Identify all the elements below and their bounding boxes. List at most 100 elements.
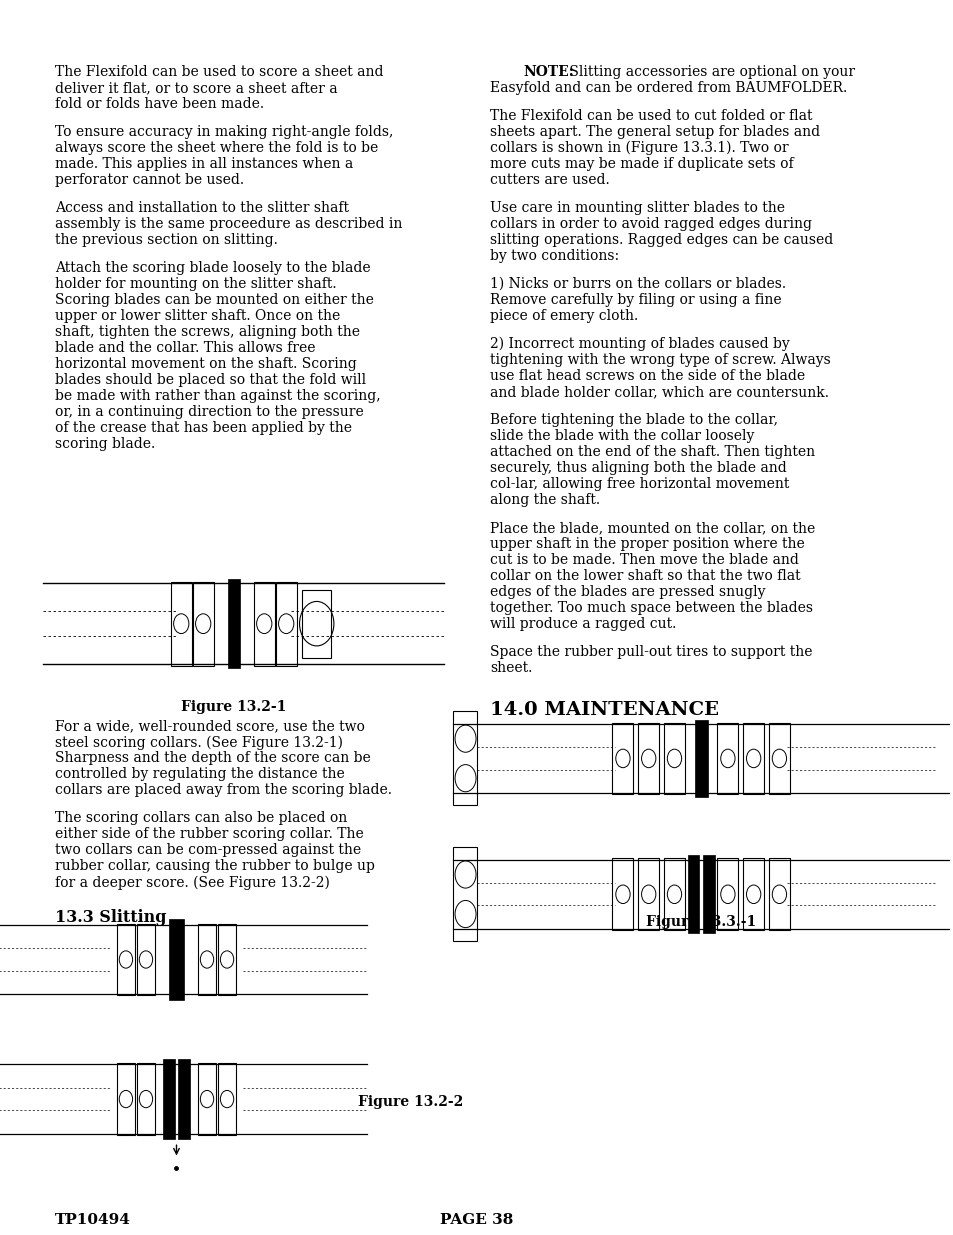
Text: NOTE:: NOTE: <box>523 65 574 79</box>
Text: horizontal movement on the shaft. Scoring: horizontal movement on the shaft. Scorin… <box>55 357 356 370</box>
Text: The Flexifold can be used to score a sheet and: The Flexifold can be used to score a she… <box>55 65 383 79</box>
Text: blade and the collar. This allows free: blade and the collar. This allows free <box>55 341 315 354</box>
FancyBboxPatch shape <box>162 1058 174 1139</box>
Text: sheet.: sheet. <box>490 661 532 676</box>
FancyBboxPatch shape <box>717 858 738 930</box>
Text: will produce a ragged cut.: will produce a ragged cut. <box>490 618 676 631</box>
Text: collar on the lower shaft so that the two flat: collar on the lower shaft so that the tw… <box>490 569 800 583</box>
FancyBboxPatch shape <box>227 579 240 668</box>
Text: 14.0 MAINTENANCE: 14.0 MAINTENANCE <box>490 701 719 719</box>
Text: upper shaft in the proper position where the: upper shaft in the proper position where… <box>490 537 804 551</box>
FancyBboxPatch shape <box>302 590 331 658</box>
Text: made. This applies in all instances when a: made. This applies in all instances when… <box>55 157 353 170</box>
Text: col-lar, allowing free horizontal movement: col-lar, allowing free horizontal moveme… <box>490 477 788 492</box>
FancyBboxPatch shape <box>275 582 296 666</box>
FancyBboxPatch shape <box>193 582 213 666</box>
FancyBboxPatch shape <box>663 722 684 794</box>
Text: and blade holder collar, which are countersunk.: and blade holder collar, which are count… <box>490 385 828 399</box>
Text: or, in a continuing direction to the pressure: or, in a continuing direction to the pre… <box>55 405 363 419</box>
Text: rubber collar, causing the rubber to bulge up: rubber collar, causing the rubber to bul… <box>55 860 375 873</box>
Text: PAGE 38: PAGE 38 <box>440 1213 513 1228</box>
Text: TP10494: TP10494 <box>55 1213 131 1228</box>
Text: Remove carefully by filing or using a fine: Remove carefully by filing or using a fi… <box>490 293 781 308</box>
Text: slitting operations. Ragged edges can be caused: slitting operations. Ragged edges can be… <box>490 233 832 247</box>
Text: sheets apart. The general setup for blades and: sheets apart. The general setup for blad… <box>490 125 820 140</box>
Text: cut is to be made. Then move the blade and: cut is to be made. Then move the blade a… <box>490 553 798 567</box>
Text: either side of the rubber scoring collar. The: either side of the rubber scoring collar… <box>55 827 363 841</box>
Text: securely, thus aligning both the blade and: securely, thus aligning both the blade a… <box>490 461 786 475</box>
Text: use flat head screws on the side of the blade: use flat head screws on the side of the … <box>490 369 804 383</box>
Text: controlled by regulating the distance the: controlled by regulating the distance th… <box>55 767 344 782</box>
Text: fold or folds have been made.: fold or folds have been made. <box>55 98 264 111</box>
FancyBboxPatch shape <box>742 858 763 930</box>
Text: The scoring collars can also be placed on: The scoring collars can also be placed o… <box>55 811 347 825</box>
Text: Sharpness and the depth of the score can be: Sharpness and the depth of the score can… <box>55 751 371 766</box>
FancyBboxPatch shape <box>612 858 633 930</box>
FancyBboxPatch shape <box>177 1058 190 1139</box>
Text: slide the blade with the collar loosely: slide the blade with the collar loosely <box>490 429 754 443</box>
FancyBboxPatch shape <box>717 722 738 794</box>
Text: 2) Incorrect mounting of blades caused by: 2) Incorrect mounting of blades caused b… <box>490 337 789 352</box>
Text: by two conditions:: by two conditions: <box>490 249 618 263</box>
FancyBboxPatch shape <box>638 722 659 794</box>
Text: assembly is the same proceedure as described in: assembly is the same proceedure as descr… <box>55 217 402 231</box>
Text: Before tightening the blade to the collar,: Before tightening the blade to the colla… <box>490 412 778 427</box>
FancyBboxPatch shape <box>453 847 476 941</box>
Text: Figure 13.2-2: Figure 13.2-2 <box>357 1095 462 1109</box>
FancyBboxPatch shape <box>117 924 134 995</box>
FancyBboxPatch shape <box>694 720 707 798</box>
FancyBboxPatch shape <box>638 858 659 930</box>
Text: Scoring blades can be mounted on either the: Scoring blades can be mounted on either … <box>55 293 374 308</box>
Text: 1) Nicks or burrs on the collars or blades.: 1) Nicks or burrs on the collars or blad… <box>490 277 785 291</box>
FancyBboxPatch shape <box>218 1063 235 1135</box>
Text: Figure 13.3.-1: Figure 13.3.-1 <box>645 915 756 929</box>
FancyBboxPatch shape <box>171 582 192 666</box>
FancyBboxPatch shape <box>198 924 215 995</box>
Text: always score the sheet where the fold is to be: always score the sheet where the fold is… <box>55 141 377 156</box>
Text: blades should be placed so that the fold will: blades should be placed so that the fold… <box>55 373 366 387</box>
Text: be made with rather than against the scoring,: be made with rather than against the sco… <box>55 389 380 403</box>
FancyBboxPatch shape <box>218 924 235 995</box>
Text: Slitting accessories are optional on your: Slitting accessories are optional on you… <box>565 65 855 79</box>
Text: Use care in mounting slitter blades to the: Use care in mounting slitter blades to t… <box>490 201 784 215</box>
Text: deliver it flat, or to score a sheet after a: deliver it flat, or to score a sheet aft… <box>55 82 337 95</box>
FancyBboxPatch shape <box>768 858 789 930</box>
Text: along the shaft.: along the shaft. <box>490 493 599 508</box>
FancyBboxPatch shape <box>137 924 154 995</box>
Text: collars is shown in (Figure 13.3.1). Two or: collars is shown in (Figure 13.3.1). Two… <box>490 141 788 156</box>
FancyBboxPatch shape <box>663 858 684 930</box>
FancyBboxPatch shape <box>768 722 789 794</box>
Text: Attach the scoring blade loosely to the blade: Attach the scoring blade loosely to the … <box>55 261 370 275</box>
Text: shaft, tighten the screws, aligning both the: shaft, tighten the screws, aligning both… <box>55 325 359 338</box>
Text: 13.3 Slitting: 13.3 Slitting <box>55 909 167 926</box>
Text: collars in order to avoid ragged edges during: collars in order to avoid ragged edges d… <box>490 217 811 231</box>
FancyBboxPatch shape <box>453 711 476 805</box>
FancyBboxPatch shape <box>742 722 763 794</box>
FancyBboxPatch shape <box>702 856 714 934</box>
Text: Figure 13.2-1: Figure 13.2-1 <box>181 700 286 714</box>
Text: upper or lower slitter shaft. Once on the: upper or lower slitter shaft. Once on th… <box>55 309 340 324</box>
Text: cutters are used.: cutters are used. <box>490 173 609 186</box>
Text: attached on the end of the shaft. Then tighten: attached on the end of the shaft. Then t… <box>490 445 814 459</box>
Text: Space the rubber pull-out tires to support the: Space the rubber pull-out tires to suppo… <box>490 645 812 659</box>
Text: of the crease that has been applied by the: of the crease that has been applied by t… <box>55 421 352 435</box>
Text: tightening with the wrong type of screw. Always: tightening with the wrong type of screw.… <box>490 353 830 367</box>
Text: Place the blade, mounted on the collar, on the: Place the blade, mounted on the collar, … <box>490 521 815 535</box>
Text: holder for mounting on the slitter shaft.: holder for mounting on the slitter shaft… <box>55 277 336 291</box>
Text: To ensure accuracy in making right-angle folds,: To ensure accuracy in making right-angle… <box>55 125 393 140</box>
FancyBboxPatch shape <box>612 722 633 794</box>
FancyBboxPatch shape <box>253 582 274 666</box>
Text: steel scoring collars. (See Figure 13.2-1): steel scoring collars. (See Figure 13.2-… <box>55 735 343 750</box>
Text: edges of the blades are pressed snugly: edges of the blades are pressed snugly <box>490 585 764 599</box>
Text: more cuts may be made if duplicate sets of: more cuts may be made if duplicate sets … <box>490 157 793 170</box>
Text: two collars can be com-pressed against the: two collars can be com-pressed against t… <box>55 844 361 857</box>
Text: together. Too much space between the blades: together. Too much space between the bla… <box>490 601 812 615</box>
FancyBboxPatch shape <box>117 1063 134 1135</box>
Text: Access and installation to the slitter shaft: Access and installation to the slitter s… <box>55 201 349 215</box>
Text: perforator cannot be used.: perforator cannot be used. <box>55 173 244 186</box>
Text: for a deeper score. (See Figure 13.2-2): for a deeper score. (See Figure 13.2-2) <box>55 876 330 889</box>
FancyBboxPatch shape <box>170 919 183 999</box>
FancyBboxPatch shape <box>137 1063 154 1135</box>
Text: piece of emery cloth.: piece of emery cloth. <box>490 309 638 324</box>
Text: collars are placed away from the scoring blade.: collars are placed away from the scoring… <box>55 783 392 798</box>
